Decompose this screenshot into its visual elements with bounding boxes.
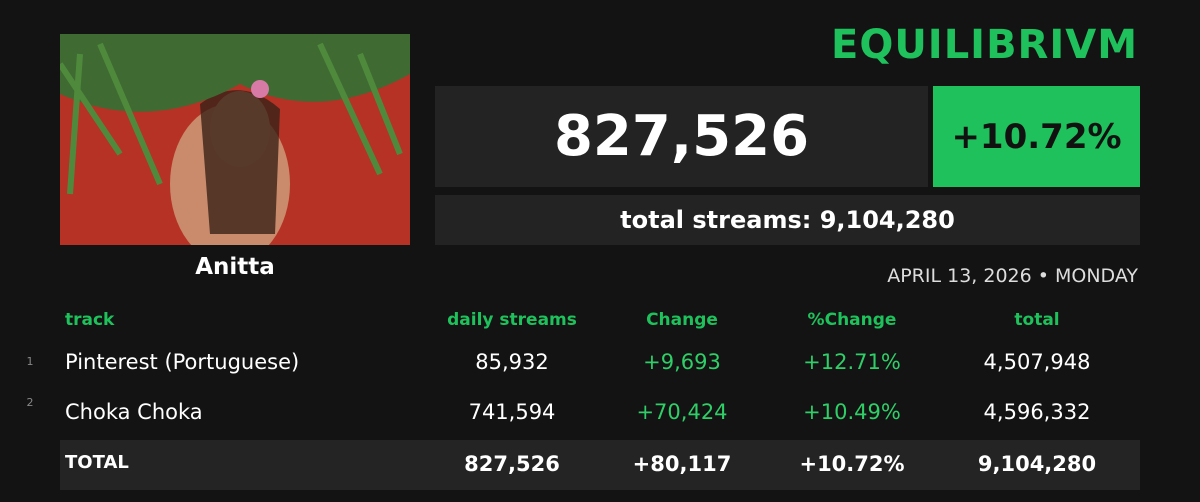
total-cell: TOTAL [65, 452, 129, 473]
cell: +9,693 [643, 350, 721, 374]
column-header: daily streams [447, 310, 577, 330]
total-cell: +80,117 [632, 452, 732, 476]
cell: 741,594 [468, 400, 556, 424]
cell: +70,424 [636, 400, 728, 424]
total-streams: total streams: 9,104,280 [435, 195, 1140, 245]
column-header: track [65, 310, 115, 330]
cell: 4,596,332 [983, 400, 1091, 424]
column-header: Change [646, 310, 718, 330]
date: APRIL 13, 2026 • MONDAY [887, 265, 1138, 287]
total-cell: 9,104,280 [977, 452, 1097, 476]
total-cell: +10.72% [799, 452, 905, 476]
rank: 1 [26, 355, 34, 368]
total-cell: 827,526 [464, 452, 560, 476]
cell: 85,932 [475, 350, 549, 374]
artist-photo [60, 34, 410, 245]
title: EQUILIBRIVM [831, 22, 1138, 68]
column-header: %Change [807, 310, 897, 330]
cell: +12.71% [803, 350, 901, 374]
cell: Pinterest (Portuguese) [65, 350, 300, 374]
total-row-bg [60, 440, 1140, 490]
column-header: total [1014, 310, 1060, 330]
cell: Choka Choka [65, 400, 203, 424]
rank: 2 [26, 396, 34, 409]
change-pct: +10.72% [933, 86, 1140, 187]
cell: +10.49% [803, 400, 901, 424]
cell: 4,507,948 [983, 350, 1091, 374]
artist: Anitta [195, 254, 275, 280]
daily-streams: 827,526 [435, 86, 928, 187]
